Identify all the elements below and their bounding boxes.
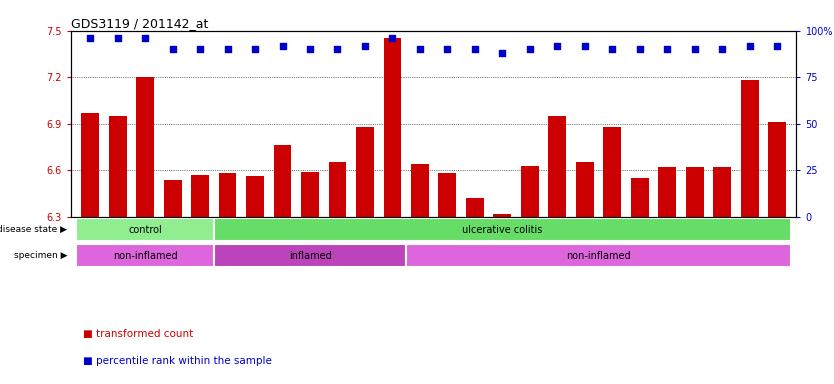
Bar — [713, 167, 731, 217]
Point — [166, 46, 179, 52]
Point — [743, 43, 756, 49]
Point — [304, 46, 317, 52]
Bar — [163, 180, 182, 217]
Bar — [214, 244, 406, 268]
Point — [83, 35, 97, 41]
Point — [276, 43, 289, 49]
Bar — [301, 172, 319, 217]
Point — [468, 46, 481, 52]
Bar — [77, 218, 214, 242]
Point — [688, 46, 701, 52]
Bar — [439, 173, 456, 217]
Point — [578, 43, 591, 49]
Bar — [768, 122, 786, 217]
Bar — [214, 218, 791, 242]
Bar — [631, 178, 649, 217]
Point — [359, 43, 372, 49]
Bar — [741, 80, 759, 217]
Text: non-inflamed: non-inflamed — [566, 251, 631, 261]
Bar — [108, 116, 127, 217]
Text: GDS3119 / 201142_at: GDS3119 / 201142_at — [71, 17, 208, 30]
Point — [111, 35, 124, 41]
Point — [331, 46, 344, 52]
Bar — [81, 113, 99, 217]
Bar — [603, 127, 621, 217]
Bar — [466, 198, 484, 217]
Bar — [549, 116, 566, 217]
Bar — [356, 127, 374, 217]
Text: non-inflamed: non-inflamed — [113, 251, 178, 261]
Point — [550, 43, 564, 49]
Point — [138, 35, 152, 41]
Point — [661, 46, 674, 52]
Bar — [686, 167, 704, 217]
Bar — [494, 214, 511, 217]
Point — [716, 46, 729, 52]
Text: inflamed: inflamed — [289, 251, 331, 261]
Text: control: control — [128, 225, 162, 235]
Text: ■ percentile rank within the sample: ■ percentile rank within the sample — [83, 356, 272, 366]
Point — [221, 46, 234, 52]
Text: ulcerative colitis: ulcerative colitis — [462, 225, 543, 235]
Point — [249, 46, 262, 52]
Bar — [406, 244, 791, 268]
Point — [633, 46, 646, 52]
Bar — [521, 166, 539, 217]
Bar — [384, 38, 401, 217]
Bar — [191, 175, 209, 217]
Point — [414, 46, 427, 52]
Text: disease state ▶: disease state ▶ — [0, 225, 68, 234]
Bar — [411, 164, 429, 217]
Bar — [658, 167, 676, 217]
Bar — [576, 162, 594, 217]
Bar — [219, 173, 237, 217]
Point — [605, 46, 619, 52]
Point — [523, 46, 536, 52]
Bar — [329, 162, 346, 217]
Bar — [274, 146, 291, 217]
Bar — [77, 244, 214, 268]
Bar — [246, 176, 264, 217]
Bar — [136, 77, 154, 217]
Point — [440, 46, 454, 52]
Point — [386, 35, 399, 41]
Point — [193, 46, 207, 52]
Text: ■ transformed count: ■ transformed count — [83, 329, 193, 339]
Point — [771, 43, 784, 49]
Text: specimen ▶: specimen ▶ — [14, 251, 68, 260]
Point — [495, 50, 509, 56]
